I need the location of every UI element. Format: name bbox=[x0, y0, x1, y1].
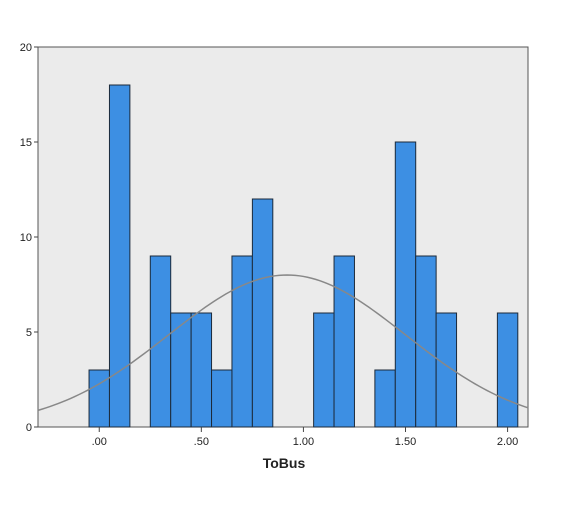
histogram-bar bbox=[211, 369, 233, 428]
normal-curve bbox=[37, 274, 529, 412]
histogram-bar bbox=[190, 312, 213, 428]
histogram-bar bbox=[313, 312, 335, 428]
x-tick-label: 1.50 bbox=[395, 436, 416, 448]
y-tick-label: 10 bbox=[20, 232, 32, 244]
histogram-bar bbox=[374, 369, 396, 428]
y-tick-label: 0 bbox=[26, 422, 32, 434]
histogram-bar bbox=[496, 312, 519, 428]
x-tick-label: .50 bbox=[194, 436, 209, 448]
histogram-bar bbox=[435, 312, 458, 428]
histogram-bar bbox=[251, 198, 274, 428]
histogram-bar bbox=[88, 369, 110, 428]
y-tick-label: 20 bbox=[20, 42, 32, 54]
histogram-bar bbox=[108, 84, 131, 428]
x-tick-label: 2.00 bbox=[497, 436, 518, 448]
histogram-bar bbox=[415, 255, 437, 428]
histogram-bar bbox=[231, 255, 253, 428]
histogram-bar bbox=[333, 255, 355, 428]
axes-layer: 0 5 10 15 20 .00 .50 1.00 1.50 2.00 bbox=[20, 42, 519, 448]
histogram-bar bbox=[394, 141, 417, 428]
x-axis-label: ToBus bbox=[263, 455, 306, 471]
bars-layer bbox=[88, 84, 519, 428]
x-tick-label: .00 bbox=[92, 436, 107, 448]
y-tick-label: 15 bbox=[20, 137, 32, 149]
y-tick-label: 5 bbox=[26, 327, 32, 339]
x-tick-label: 1.00 bbox=[293, 436, 314, 448]
